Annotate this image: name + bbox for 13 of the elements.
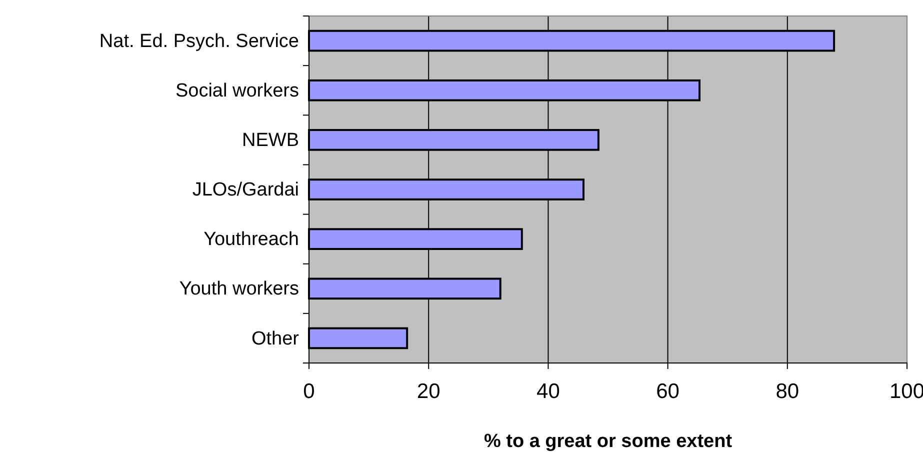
x-tick-label: 40 (536, 380, 560, 403)
x-axis-title: % to a great or some extent (484, 431, 733, 452)
x-tick-label: 20 (416, 380, 440, 403)
y-tick-label: NEWB (242, 130, 299, 152)
y-tick-label: JLOs/Gardai (192, 180, 299, 201)
x-tick-label: 0 (303, 380, 315, 403)
y-tick-label: Nat. Ed. Psych. Service (99, 30, 299, 52)
y-tick-label: Youthreach (204, 229, 299, 250)
x-tick-label: 80 (776, 380, 800, 403)
x-tick-label: 60 (656, 380, 680, 403)
y-tick-label: Other (251, 328, 300, 350)
y-tick-label: Social workers (175, 80, 299, 102)
y-tick-label: Youth workers (179, 278, 299, 300)
